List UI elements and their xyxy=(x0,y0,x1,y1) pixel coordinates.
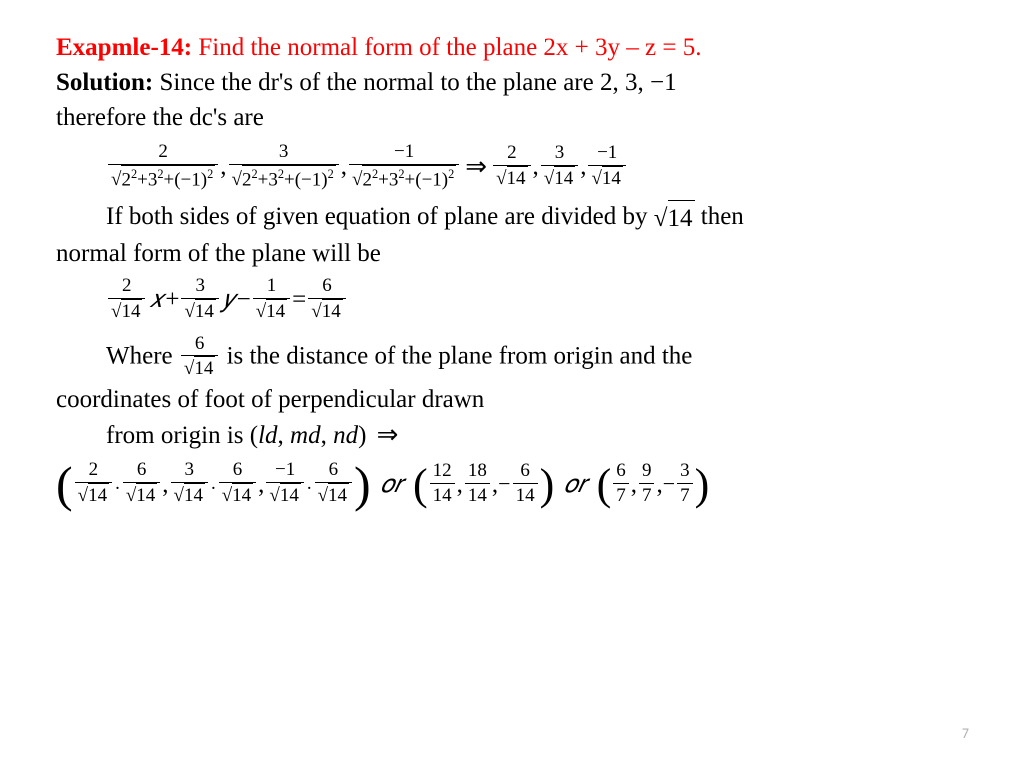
foot-of-perpendicular-line: ( 214 . 614 , 314 . 614 , −114 . 614 ) 𝑜… xyxy=(56,459,968,508)
simp-frac-3: −1 14 xyxy=(588,142,625,191)
page-number: 7 xyxy=(962,725,969,742)
eq-coef-3: 1 14 xyxy=(253,275,290,324)
inline-frac-6-sqrt14: 6 14 xyxy=(179,333,220,382)
implies-arrow: ⇒ xyxy=(465,149,487,185)
problem-text: Find the normal form of the plane 2x + 3… xyxy=(192,34,701,61)
solution-line-5: Where 6 14 is the distance of the plane … xyxy=(56,333,968,382)
dc-fractions-line: 2 22+32+(−1)2 , 3 22+32+(−1)2 , −1 22+32… xyxy=(56,141,968,193)
solution-line-3: If both sides of given equation of plane… xyxy=(56,199,968,236)
simp-frac-2: 3 14 xyxy=(541,142,578,191)
frac-2: 3 22+32+(−1)2 xyxy=(229,141,339,193)
sep: , xyxy=(580,149,586,184)
paren-close: ) xyxy=(354,464,371,504)
sep: , xyxy=(220,149,226,184)
example-heading: Exapmle-14: Find the normal form of the … xyxy=(56,30,968,65)
solution-line-1: Solution: Since the dr's of the normal t… xyxy=(56,65,968,100)
solution-text-1: Since the dr's of the normal to the plan… xyxy=(153,69,676,96)
frac-1: 2 22+32+(−1)2 xyxy=(108,141,218,193)
var-x: 𝑥 xyxy=(149,282,163,317)
frac-3: −1 22+32+(−1)2 xyxy=(349,141,459,193)
var-y: 𝑦 xyxy=(223,282,235,317)
eq-coef-2: 3 14 xyxy=(181,275,218,324)
solution-line-7: from origin is (ld, md, nd) ⇒ xyxy=(56,417,968,453)
or-text-1: 𝑜𝑟 xyxy=(381,467,403,502)
or-text-2: 𝑜𝑟 xyxy=(564,467,586,502)
sep: , xyxy=(533,149,539,184)
simp-frac-1: 2 14 xyxy=(493,142,530,191)
solution-line-4: normal form of the plane will be xyxy=(56,236,968,271)
example-label: Exapmle-14: xyxy=(56,34,192,61)
inline-sqrt14: 14 xyxy=(654,200,695,236)
eq-coef-1: 2 14 xyxy=(108,275,145,324)
normal-form-equation: 2 14 𝑥 + 3 14 𝑦 − 1 14 = 6 14 xyxy=(56,275,968,324)
paren-open: ( xyxy=(56,464,73,504)
solution-line-6: coordinates of foot of perpendicular dra… xyxy=(56,382,968,417)
solution-line-2: therefore the dc's are xyxy=(56,100,968,135)
sep: , xyxy=(341,149,347,184)
solution-label: Solution: xyxy=(56,69,153,96)
slide-content: Exapmle-14: Find the normal form of the … xyxy=(0,0,1024,509)
eq-rhs: 6 14 xyxy=(308,275,345,324)
